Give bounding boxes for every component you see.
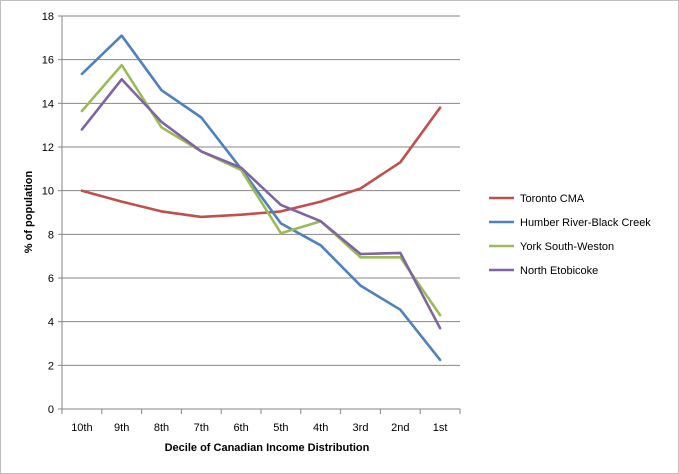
x-tick-label: 5th [273,422,288,434]
x-tick-label: 1st [433,422,448,434]
y-tick-label: 10 [42,186,54,198]
series-lines [80,34,442,362]
axes [58,15,461,414]
x-tick-label: 10th [71,422,92,434]
y-tick-label: 14 [42,98,54,110]
legend-label-1: Humber River-Black Creek [520,217,651,229]
x-tick-label: 4th [313,422,328,434]
y-tick-label: 12 [42,142,54,154]
y-tick-label: 16 [42,55,54,67]
legend-label-0: Toronto CMA [520,193,585,205]
y-tick-label: 8 [48,229,54,241]
x-tick-label: 3rd [353,422,369,434]
x-tick-label: 2nd [391,422,409,434]
x-tick-label: 7th [194,422,209,434]
y-axis-title: % of population [23,170,35,253]
gridlines [62,15,460,366]
series-line-1 [80,34,442,362]
x-tick-label: 8th [154,422,169,434]
y-tick-label: 6 [48,273,54,285]
y-tick-label: 0 [48,404,54,416]
x-tick-label: 9th [114,422,129,434]
y-tick-label: 18 [42,11,54,23]
y-tick-labels: 0 2 4 6 8 10 12 14 16 18 [42,11,54,416]
series-line-3 [80,78,442,330]
x-tick-label: 6th [233,422,248,434]
legend: Toronto CMA Humber River-Black Creek York … [489,193,651,277]
series-line-0 [80,106,442,219]
x-tick-labels: 10th 9th 8th 7th 6th 5th 4th 3rd 2nd 1st [71,422,447,434]
y-tick-label: 4 [48,317,54,329]
series-line-2 [80,63,442,317]
x-axis-title: Decile of Canadian Income Distribution [165,442,370,454]
y-tick-label: 2 [48,360,54,372]
legend-label-3: North Etobicoke [520,265,598,277]
legend-label-2: York South-Weston [520,241,614,253]
